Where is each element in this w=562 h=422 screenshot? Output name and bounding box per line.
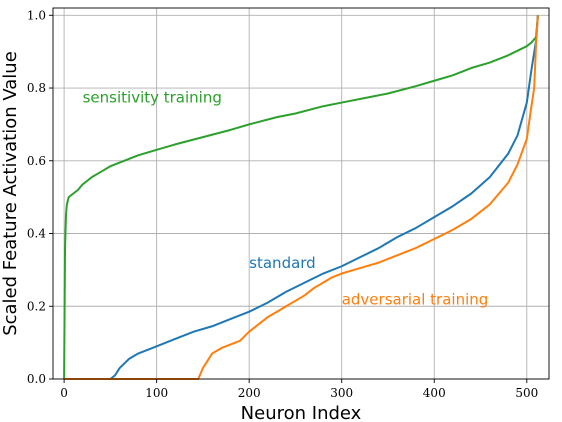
y-tick-label: 0.8 [27,81,46,95]
series-line-adversarial-training [64,15,539,380]
y-tick-label: 0.6 [27,154,46,168]
y-tick-label: 0.2 [27,299,46,313]
series-labels: sensitivity training standard adversarial … [83,89,489,309]
y-tick-label: 0.0 [27,372,46,386]
plot-frame [52,7,550,380]
x-tick-label: 0 [60,386,68,400]
axis-ticks: 0 100 200 300 400 500 0.0 0.2 0.4 0.6 0.8 1.0 [27,8,538,400]
series-label-standard: standard [249,254,316,272]
x-axis-title: Neuron Index [241,403,362,422]
x-tick-label: 500 [515,386,538,400]
x-tick-label: 400 [423,386,446,400]
series-label-adversarial-training: adversarial training [342,290,489,308]
y-tick-label: 1.0 [27,8,46,22]
y-axis-title: Scaled Feature Activation Value [0,51,21,336]
series-lines [63,15,539,380]
x-tick-label: 300 [330,386,353,400]
x-tick-label: 200 [238,386,261,400]
x-tick-label: 100 [145,386,168,400]
grid-lines [53,8,549,380]
series-line-standard [64,15,539,380]
series-line-sensitivity-training [63,15,539,380]
series-label-sensitivity-training: sensitivity training [83,89,222,107]
y-tick-label: 0.4 [27,227,46,241]
